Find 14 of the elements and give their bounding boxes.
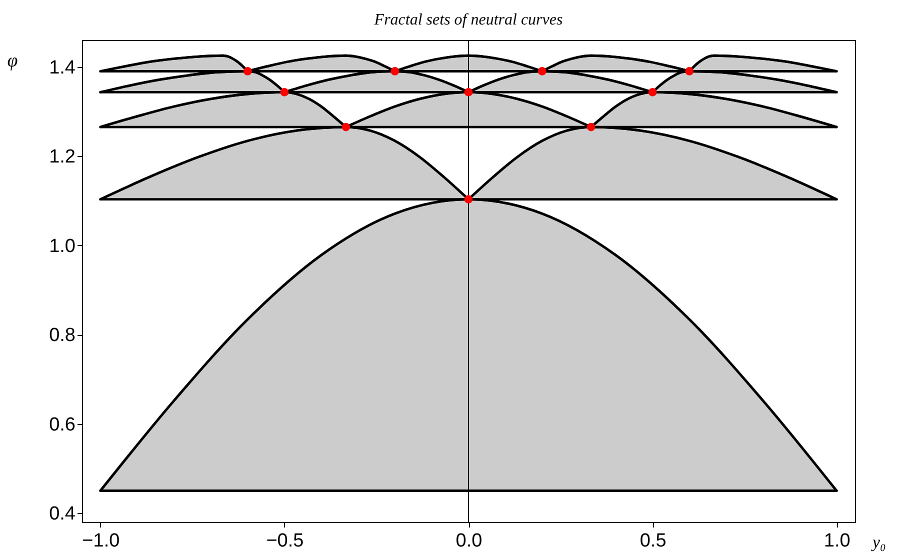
x-tick-label: 0.0 <box>456 530 482 552</box>
y-tick-label: 1.2 <box>49 146 76 168</box>
y-tick-label: 0.4 <box>49 504 76 525</box>
x-tick-label: −1.0 <box>82 530 120 552</box>
x-tick-label: 0.5 <box>640 530 666 552</box>
y-tick-label: 1.4 <box>49 57 76 78</box>
x-tick-label: −0.5 <box>266 530 304 552</box>
y-tick-label: 0.6 <box>49 414 76 436</box>
x-axis-title: y₀ <box>870 532 886 552</box>
y-axis-title: φ <box>7 50 18 72</box>
y-tick-label: 0.8 <box>49 325 76 346</box>
chart-title: Fractal sets of neutral curves <box>373 12 563 28</box>
y-tick-label: 1.0 <box>49 236 76 257</box>
x-tick-label: 1.0 <box>824 530 850 552</box>
